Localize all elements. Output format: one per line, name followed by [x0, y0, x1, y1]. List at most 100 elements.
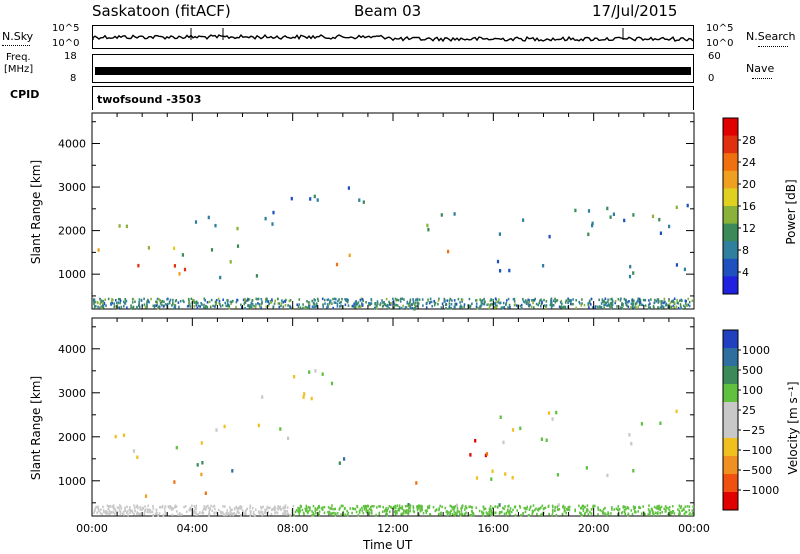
data-cell [638, 303, 641, 306]
data-cell [628, 300, 630, 303]
data-cell [328, 512, 330, 516]
data-cell [386, 514, 388, 517]
data-cell [282, 305, 285, 309]
data-cell [386, 304, 388, 308]
data-cell [594, 305, 597, 308]
data-cell [421, 505, 423, 508]
data-cell [147, 504, 149, 508]
data-cell [588, 306, 590, 309]
freq-panel [92, 54, 694, 83]
data-cell [202, 507, 205, 511]
data-cell [622, 304, 624, 308]
data-cell [562, 306, 564, 309]
data-cell [571, 303, 573, 306]
data-cell [602, 300, 605, 304]
data-cell [255, 297, 257, 300]
data-cell [617, 505, 619, 508]
data-cell [235, 300, 238, 304]
data-cell [540, 506, 542, 509]
data-cell [412, 506, 415, 510]
data-cell [195, 510, 197, 514]
data-cell [407, 304, 410, 308]
data-cell [564, 305, 567, 309]
data-cell [651, 507, 653, 511]
data-cell [224, 505, 226, 508]
data-cell [649, 306, 651, 309]
data-cell [382, 505, 384, 509]
data-cell [280, 302, 283, 305]
data-cell [124, 509, 127, 513]
data-cell [409, 300, 411, 304]
data-cell [653, 301, 655, 305]
data-cell [449, 511, 452, 515]
data-cell [215, 511, 217, 514]
data-cell [107, 297, 110, 301]
data-cell [178, 272, 181, 276]
data-cell [225, 511, 228, 515]
data-cell [272, 508, 274, 511]
data-cell [415, 298, 417, 301]
data-cell [236, 226, 239, 231]
data-cell [610, 512, 612, 515]
data-cell [260, 303, 262, 306]
data-cell [396, 298, 398, 301]
data-cell [449, 504, 452, 508]
data-cell [336, 302, 339, 306]
data-cell [369, 302, 371, 305]
data-cell [545, 438, 548, 442]
data-cell [103, 301, 106, 306]
colorbar-segment [723, 188, 738, 207]
data-cell [164, 303, 167, 306]
data-cell [201, 511, 203, 515]
data-cell [303, 512, 305, 516]
data-cell [280, 508, 283, 511]
data-cell [418, 504, 421, 507]
data-cell [282, 301, 285, 304]
data-cell [644, 513, 646, 516]
data-cell [175, 299, 178, 302]
data-cell [614, 300, 617, 303]
data-cell [290, 196, 293, 201]
data-cell [311, 513, 313, 517]
data-cell [426, 505, 429, 509]
data-cell [506, 299, 508, 302]
data-cell [305, 509, 307, 513]
data-cell [289, 306, 292, 309]
data-cell [332, 306, 334, 310]
data-cell [393, 505, 396, 509]
colorbar-tick-label: 24 [742, 156, 756, 169]
data-cell [611, 299, 614, 302]
data-cell [260, 306, 262, 309]
data-cell [415, 301, 417, 304]
data-cell [100, 306, 102, 309]
data-cell [244, 297, 246, 301]
data-cell [108, 509, 111, 512]
data-cell [118, 224, 121, 228]
data-cell [469, 505, 472, 508]
data-cell [621, 511, 624, 514]
data-cell [337, 299, 339, 303]
data-cell [274, 506, 276, 510]
data-cell [93, 302, 95, 305]
data-cell [312, 504, 315, 508]
data-cell [250, 301, 253, 305]
data-cell [654, 511, 657, 514]
data-cell [663, 300, 665, 303]
data-cell [200, 441, 203, 445]
data-cell [240, 507, 242, 510]
data-cell [132, 511, 134, 514]
data-cell [105, 510, 107, 513]
data-cell [528, 298, 531, 302]
data-cell [623, 509, 626, 512]
data-cell [530, 305, 533, 308]
data-cell [309, 197, 312, 201]
data-cell [134, 509, 136, 513]
colorbar-tick-label: −100 [742, 444, 772, 457]
data-cell [133, 507, 136, 510]
data-cell [510, 510, 513, 514]
scatter-region [499, 409, 678, 446]
data-cell [169, 298, 172, 302]
data-cell [148, 300, 150, 304]
